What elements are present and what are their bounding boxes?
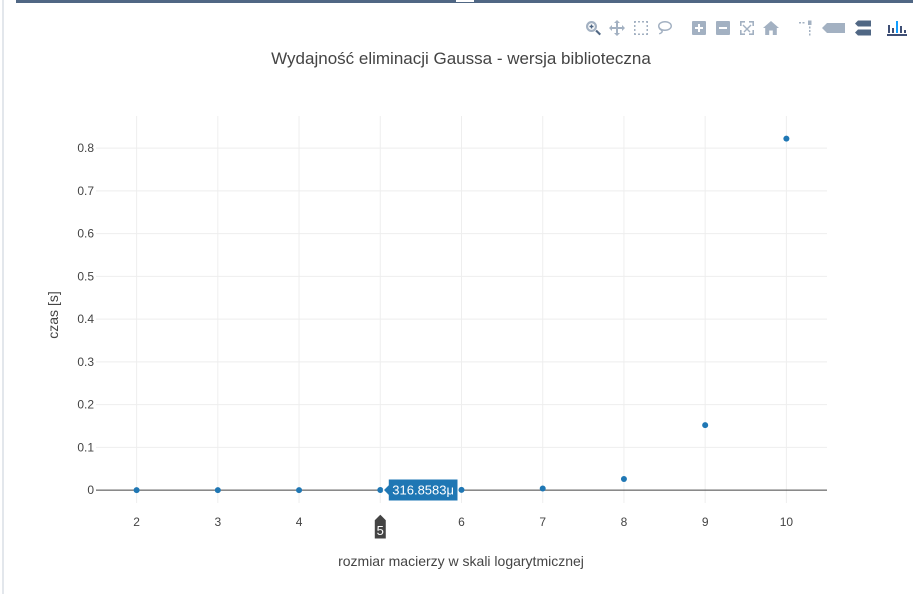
y-tick-label: 0.2 (77, 398, 94, 412)
y-tick-label: 0.1 (77, 440, 94, 454)
x-tick-label: 4 (296, 515, 303, 529)
hover-compare-button[interactable] (851, 17, 875, 39)
hover-y-label: 316.8583μ (392, 483, 454, 498)
x-tick-labels: 2345678910 (133, 515, 793, 529)
pan-icon (609, 20, 625, 36)
x-gridlines (136, 116, 787, 503)
y-tick-label: 0 (87, 483, 94, 497)
hover-closest-button[interactable] (817, 17, 851, 39)
x-tick-label: 9 (702, 515, 709, 529)
hover-compare-icon (855, 20, 871, 36)
modebar (571, 17, 909, 39)
left-border (2, 0, 4, 594)
modebar-group-hover (793, 17, 875, 39)
autoscale-button[interactable] (735, 17, 759, 39)
y-tick-labels: 0 0.1 0.2 0.3 0.4 0.5 0.6 0.7 0.8 (77, 141, 94, 497)
reset-axes-button[interactable] (759, 17, 783, 39)
y-axis-title: czas [s] (45, 291, 61, 338)
hover-layer: 316.8583μ 5 (373, 478, 459, 540)
data-point[interactable] (458, 486, 465, 493)
data-point[interactable] (702, 422, 709, 429)
x-tick-label: 10 (780, 515, 794, 529)
spike-lines-icon (799, 20, 812, 36)
y-tick-label: 0.7 (77, 184, 94, 198)
data-point[interactable] (539, 485, 546, 492)
data-point[interactable] (377, 487, 384, 494)
x-tick-label: 2 (133, 515, 140, 529)
lasso-select-button[interactable] (653, 17, 677, 39)
data-point[interactable] (214, 487, 221, 494)
modebar-group-zoom (687, 17, 783, 39)
spike-lines-button[interactable] (793, 17, 817, 39)
data-points (133, 135, 790, 494)
x-tick-label: 3 (214, 515, 221, 529)
y-tick-label: 0.6 (77, 227, 94, 241)
zoom-in-button[interactable] (687, 17, 711, 39)
pan-button[interactable] (605, 17, 629, 39)
data-point[interactable] (133, 487, 140, 494)
zoom-in-icon (692, 21, 706, 35)
y-tick-label: 0.5 (77, 269, 94, 283)
hover-x-box (373, 513, 387, 540)
zoom-out-icon (716, 21, 730, 35)
x-tick-label: 6 (458, 515, 465, 529)
y-tick-label: 0.8 (77, 141, 94, 155)
reset-axes-icon (763, 21, 779, 35)
hover-y-box (382, 478, 459, 502)
zoom-button[interactable] (581, 17, 605, 39)
box-select-button[interactable] (629, 17, 653, 39)
y-tick-label: 0.3 (77, 355, 94, 369)
y-tick-label: 0.4 (77, 312, 94, 326)
lasso-select-icon (658, 21, 672, 35)
top-bar-notch (456, 0, 474, 2)
autoscale-icon (740, 21, 754, 35)
x-tick-label: 7 (539, 515, 546, 529)
x-axis-title: rozmiar macierzy w skali logarytmicznej (338, 553, 584, 569)
data-point[interactable] (620, 476, 627, 483)
hover-closest-icon (822, 23, 845, 33)
zoom-icon (586, 21, 601, 36)
x-tick-label: 8 (621, 515, 628, 529)
plotly-logo-button[interactable] (885, 17, 909, 39)
plotly-logo-icon (887, 21, 907, 36)
modebar-group-logo (885, 17, 909, 39)
data-point[interactable] (296, 487, 303, 494)
zoom-out-button[interactable] (711, 17, 735, 39)
chart-title: Wydajność eliminacji Gaussa - wersja bib… (271, 49, 651, 68)
data-point[interactable] (783, 135, 790, 142)
hover-x-label: 5 (377, 523, 384, 538)
box-select-icon (634, 21, 648, 35)
modebar-group-select (581, 17, 677, 39)
